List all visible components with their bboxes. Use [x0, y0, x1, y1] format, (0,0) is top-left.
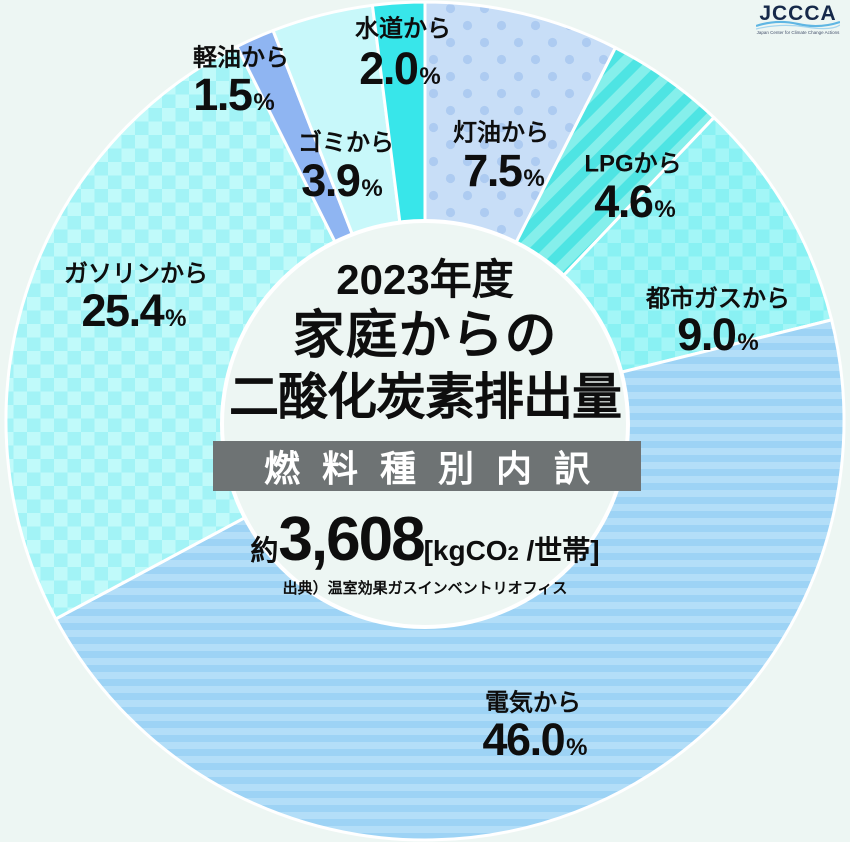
jccca-logo: JCCCA Japan Center for Climate Change Ac… — [752, 2, 844, 36]
donut-center-circle — [220, 219, 630, 629]
jccca-logo-tagline: Japan Center for Climate Change Actions — [756, 30, 840, 36]
jccca-logo-text: JCCCA — [759, 2, 837, 25]
wave-icon — [756, 20, 840, 30]
